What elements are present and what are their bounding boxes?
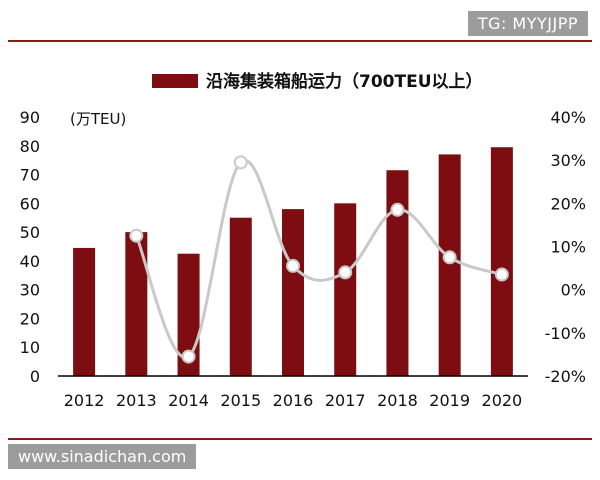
growth-point-2018 bbox=[390, 202, 405, 217]
y-left-tick-label: 20 bbox=[20, 309, 40, 328]
bar-2019 bbox=[438, 154, 461, 376]
x-tick-label: 2015 bbox=[220, 391, 261, 410]
y-left-tick-label: 50 bbox=[20, 223, 40, 242]
watermark-bottom: www.sinadichan.com bbox=[8, 444, 197, 469]
y-left-tick-label: 90 bbox=[20, 108, 40, 127]
y-right-tick-label: -20% bbox=[545, 367, 586, 386]
y-right-tick-label: 0% bbox=[561, 281, 586, 300]
tick-labels: 0 10 20 30 40 50 60 70 80 90 -20% -10% 0% 10% 20% 30% 40… bbox=[20, 108, 586, 410]
y-left-tick-label: 60 bbox=[20, 194, 40, 213]
top-rule bbox=[8, 40, 592, 42]
bars bbox=[73, 147, 513, 376]
y-left-tick-label: 40 bbox=[20, 252, 40, 271]
y-left-tick-label: 80 bbox=[20, 137, 40, 156]
y-left-tick-label: 30 bbox=[20, 281, 40, 300]
growth-point-2016 bbox=[286, 258, 300, 273]
legend-swatch bbox=[152, 74, 198, 88]
bottom-rule bbox=[8, 438, 592, 440]
y-right-tick-label: 10% bbox=[550, 238, 586, 257]
x-tick-label: 2016 bbox=[273, 391, 314, 410]
y-right-tick-label: -10% bbox=[545, 324, 586, 343]
growth-point-2017 bbox=[338, 265, 353, 280]
bar-2017 bbox=[334, 203, 357, 376]
x-tick-label: 2012 bbox=[64, 391, 105, 410]
x-tick-label: 2013 bbox=[116, 391, 157, 410]
y-unit-label: (万TEU) bbox=[70, 110, 126, 128]
x-tick-label: 2020 bbox=[482, 391, 523, 410]
growth-point-2014 bbox=[181, 349, 196, 364]
y-right-tick-label: 20% bbox=[550, 194, 586, 213]
legend-label: 沿海集装箱船运力（700TEU以上） bbox=[206, 71, 483, 92]
x-tick-label: 2017 bbox=[325, 391, 366, 410]
y-left-tick-label: 10 bbox=[20, 338, 40, 357]
watermark-top: TG: MYYJJPP bbox=[467, 11, 588, 36]
x-tick-label: 2014 bbox=[168, 391, 209, 410]
y-left-tick-label: 70 bbox=[20, 166, 40, 185]
bar-2012 bbox=[73, 247, 96, 376]
growth-point-2020 bbox=[494, 267, 509, 282]
y-right-tick-label: 40% bbox=[550, 108, 586, 127]
y-left-tick-label: 0 bbox=[30, 367, 40, 386]
y-right-tick-label: 30% bbox=[550, 151, 586, 170]
legend: 沿海集装箱船运力（700TEU以上） bbox=[152, 71, 483, 92]
bar-2013 bbox=[125, 232, 148, 376]
x-tick-label: 2019 bbox=[429, 391, 470, 410]
x-tick-label: 2018 bbox=[377, 391, 418, 410]
growth-point-2013 bbox=[129, 228, 144, 243]
growth-line bbox=[129, 155, 509, 364]
growth-point-2019 bbox=[442, 250, 457, 265]
bar-2016 bbox=[282, 209, 304, 376]
bar-2020 bbox=[490, 147, 513, 376]
growth-point-2015 bbox=[233, 155, 248, 170]
bar-2018 bbox=[386, 170, 409, 376]
bar-2015 bbox=[229, 217, 252, 376]
